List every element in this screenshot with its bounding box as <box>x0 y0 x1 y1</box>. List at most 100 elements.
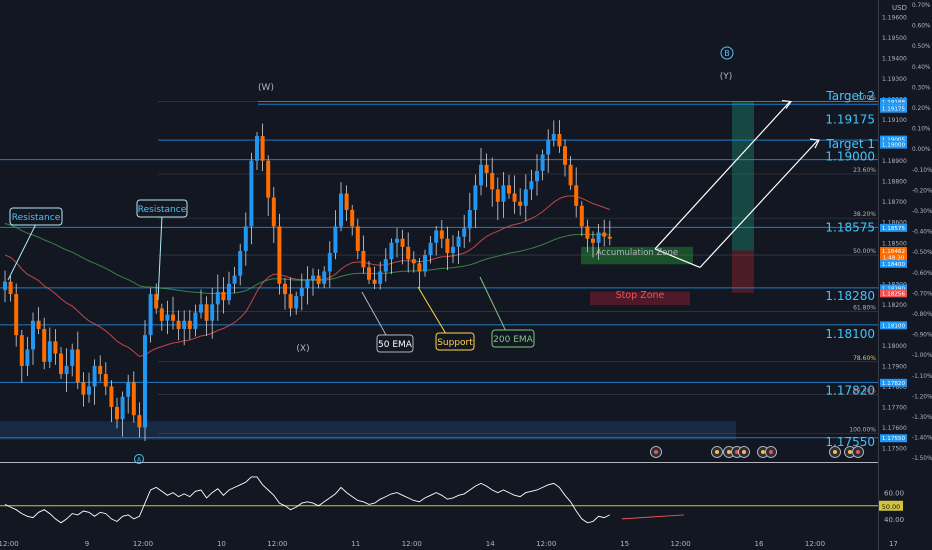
resistance-callout-1-label: Resistance <box>12 213 61 223</box>
candle-body-94 <box>529 181 534 190</box>
percent-tick-10: -0.30% <box>912 209 932 215</box>
risk-zone-box <box>732 250 754 293</box>
candle-body-15 <box>87 386 91 395</box>
candle-body-64 <box>361 250 366 268</box>
ema200-callout-box <box>491 329 535 348</box>
candle-body-100 <box>563 146 567 165</box>
rsi-level-tag: 50.00 <box>882 503 901 511</box>
candle-body-31 <box>176 320 181 329</box>
percent-tick-6: 0.10% <box>912 127 931 133</box>
axis-tag-10: 1.18256 <box>882 291 906 297</box>
fib-label-2: 38.20% <box>853 211 876 218</box>
axis-tag-2: 1.19175 <box>882 107 906 113</box>
candle-body-29 <box>165 314 170 321</box>
candle-body-12 <box>70 349 75 366</box>
candle-body-24 <box>137 415 142 428</box>
axis-tag-bg-0 <box>880 98 907 107</box>
time-tick-7: 14 <box>486 540 495 548</box>
fib-label-3: 50.00% <box>853 248 876 255</box>
percent-tick-4: 0.30% <box>912 85 931 91</box>
axis-tag-bg-9 <box>880 284 907 293</box>
event-flag-icon-0 <box>654 450 658 454</box>
event-flag-icon-6 <box>769 450 773 454</box>
fib-label-7: 100.00% <box>849 427 876 434</box>
candle-body-53 <box>299 287 304 297</box>
percent-tick-21: -1.40% <box>912 436 932 442</box>
candle-body-27 <box>154 294 159 309</box>
candle-body-98 <box>551 133 556 141</box>
candle-body-16 <box>92 365 97 387</box>
candle-body-2 <box>14 294 19 336</box>
candle-body-52 <box>294 296 299 309</box>
candle-body-65 <box>367 267 371 280</box>
axis-tag-bg-11 <box>880 321 907 330</box>
axis-tag-bg-4 <box>880 140 907 149</box>
candle-body-41 <box>232 275 237 284</box>
candle-body-99 <box>557 133 562 147</box>
axis-tag-4: 1.19000 <box>882 143 906 149</box>
event-flag-icon-9 <box>856 450 860 454</box>
price-tick-8: 1.18800 <box>882 179 907 186</box>
wave-a-label: A <box>137 457 142 464</box>
rsi-line <box>4 476 610 524</box>
fib-label-5: 78.60% <box>853 355 876 362</box>
big-level-label-2: Target 1 <box>825 137 875 151</box>
time-tick-1: 9 <box>85 540 89 548</box>
axis-tag-6: 1.18462 <box>882 249 905 255</box>
candle-body-75 <box>423 255 427 272</box>
candle-body-26 <box>148 294 153 336</box>
time-tick-6: 12:00 <box>402 540 422 548</box>
axis-tag-bg-3 <box>880 135 907 144</box>
candle-body-70 <box>395 238 399 243</box>
candle-body-17 <box>98 365 103 375</box>
percent-tick-1: 0.60% <box>912 24 931 30</box>
percent-tick-15: -0.80% <box>912 312 932 318</box>
candle-body-46 <box>260 136 265 161</box>
percent-tick-16: -0.90% <box>912 333 932 339</box>
candle-body-45 <box>255 136 259 161</box>
event-flag-icon-1 <box>715 450 719 454</box>
wave-b-label: B <box>724 49 730 58</box>
rsi-tick-40: 40.00 <box>884 516 904 524</box>
candle-body-63 <box>355 226 360 251</box>
price-tick-1: 1.19500 <box>882 35 907 42</box>
percent-tick-17: -1.00% <box>912 353 932 359</box>
currency-label: USD <box>892 4 907 12</box>
candle-body-91 <box>512 193 517 202</box>
candle-body-39 <box>221 292 226 301</box>
candle-body-21 <box>120 396 125 420</box>
event-flag-icon-3 <box>735 450 739 454</box>
axis-tag-bg-8 <box>880 259 907 268</box>
axis-tag-bg-10 <box>880 289 907 298</box>
candle-body-1 <box>8 281 13 295</box>
candle-body-81 <box>456 236 461 247</box>
candle-body-33 <box>187 320 192 329</box>
axis-tag-5: 1.18575 <box>882 226 906 232</box>
stop-zone-label: Stop Zone <box>616 290 665 301</box>
candle-body-97 <box>546 140 551 155</box>
candle-body-83 <box>467 209 472 229</box>
candle-body-8 <box>47 341 52 362</box>
target-zone-box <box>732 101 754 251</box>
axis-tag-bg-2 <box>880 104 907 113</box>
candle-body-19 <box>109 386 114 407</box>
axis-tag-bg-12 <box>880 378 907 387</box>
candle-body-76 <box>428 242 433 256</box>
accumulation-zone-box <box>581 246 693 265</box>
price-tick-7: 1.18900 <box>882 158 907 165</box>
time-tick-11: 16 <box>755 540 764 548</box>
candle-body-35 <box>199 304 203 313</box>
candle-body-44 <box>249 160 254 227</box>
percent-tick-8: -0.10% <box>912 168 932 174</box>
candle-body-93 <box>523 189 528 206</box>
price-tick-16: 1.18000 <box>882 343 907 350</box>
resistance-callout-1-pointer <box>7 223 37 281</box>
support-callout-box <box>435 332 475 351</box>
candle-body-61 <box>344 193 349 210</box>
time-tick-3: 10 <box>217 540 226 548</box>
candle-body-37 <box>210 304 215 321</box>
target2-arrowhead <box>781 99 793 109</box>
percent-tick-13: -0.60% <box>912 271 932 277</box>
candle-body-25 <box>143 335 147 428</box>
